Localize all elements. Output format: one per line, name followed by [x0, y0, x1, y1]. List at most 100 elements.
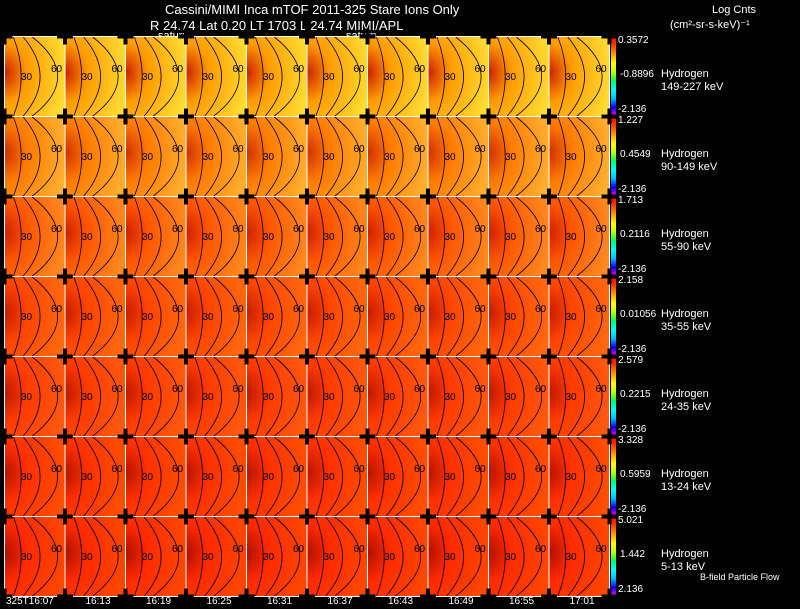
cross-marker: [178, 274, 194, 279]
color-bar: [611, 357, 616, 436]
contour-label: 30: [445, 472, 457, 483]
contour-line: [516, 196, 542, 277]
contour-line: [516, 276, 542, 357]
contour-line: [32, 516, 58, 597]
species-label: Hydrogen: [661, 548, 709, 560]
contour-line: [576, 196, 603, 277]
contour-line: [567, 516, 585, 597]
heatmap-cell: [428, 197, 488, 276]
contour-label: 60: [112, 304, 124, 315]
contour-label: 30: [263, 392, 275, 403]
contour-label: 60: [596, 224, 608, 235]
contour-label: 30: [263, 312, 275, 323]
contour-label: 30: [82, 472, 94, 483]
cross-marker: [420, 594, 436, 599]
heatmap-cell: [428, 517, 488, 596]
colorbar-max: 1.227: [618, 115, 644, 126]
contour-line: [446, 276, 464, 357]
contour-label: 90: [614, 47, 626, 58]
contour-label: 30: [203, 232, 215, 243]
cross-marker: [0, 514, 13, 519]
contour-label: 30: [566, 392, 578, 403]
heatmap-cell: [247, 277, 307, 356]
colorbar-min: -2.136: [618, 504, 647, 515]
contour-line: [325, 196, 343, 277]
heatmap-cell: [126, 437, 186, 516]
colorbar-max: 0.3572: [618, 35, 649, 46]
cross-marker: [480, 114, 497, 119]
row-label: Hydrogen 24-35 keV: [661, 388, 711, 414]
contour-line: [325, 276, 343, 357]
contour-line: [83, 196, 101, 277]
contour-line: [255, 116, 264, 197]
heatmap-cell: [126, 37, 186, 116]
cross-marker: [359, 594, 376, 599]
contour-label: 60: [172, 384, 184, 395]
cross-marker: [57, 194, 73, 199]
cross-marker: [420, 354, 436, 359]
colorbar-min: -2.136: [618, 104, 647, 115]
heatmap-cell: [65, 37, 125, 116]
contour-label: 30: [82, 552, 94, 563]
contour-line: [134, 276, 143, 357]
contour-line: [153, 196, 179, 277]
time-tick-label: 325T16:07: [6, 596, 54, 607]
colorbar-max: 1.713: [618, 195, 644, 206]
color-bar: [611, 197, 616, 276]
contour-label: 30: [445, 392, 457, 403]
contour-line: [315, 356, 325, 437]
contour-line: [153, 116, 179, 197]
contour-line: [506, 276, 525, 357]
contour-line: [274, 36, 300, 117]
contour-label: 60: [475, 384, 487, 395]
color-bar: [611, 37, 616, 116]
contour-line: [385, 516, 404, 597]
cross-marker: [541, 514, 557, 519]
contour-line: [73, 436, 83, 517]
cross-marker: [541, 194, 557, 199]
contour-line: [204, 36, 222, 117]
cross-marker: [117, 594, 134, 599]
contour-line: [497, 116, 506, 197]
contour-line: [13, 516, 22, 597]
energy-label: 90-149 keV: [661, 161, 718, 173]
cross-marker: [299, 114, 315, 119]
contour-label: 60: [475, 544, 487, 555]
heatmap-cell: [186, 37, 246, 116]
contour-line: [455, 436, 482, 517]
cross-marker: [420, 194, 436, 199]
contour-line: [194, 436, 204, 517]
heatmap-cell: [126, 517, 186, 596]
contour-line: [264, 356, 283, 437]
heatmap-cell: [428, 117, 488, 196]
contour-line: [255, 196, 264, 277]
contour-line: [455, 276, 482, 357]
cross-marker: [420, 114, 436, 119]
heatmap-cell: [368, 37, 428, 116]
contour-label: 60: [596, 144, 608, 155]
cross-marker: [238, 194, 255, 199]
contour-line: [264, 196, 283, 277]
contour-line: [264, 276, 283, 357]
cross-marker: [359, 434, 376, 439]
cross-marker: [601, 34, 618, 39]
cross-marker: [117, 114, 134, 119]
cross-marker: [238, 514, 255, 519]
contour-line: [83, 436, 101, 517]
cross-marker: [541, 274, 557, 279]
contour-line: [92, 116, 119, 197]
footer-note: B-field Particle Flow: [700, 572, 780, 582]
contour-line: [446, 516, 464, 597]
contour-line: [334, 436, 361, 517]
contour-line: [557, 436, 567, 517]
contour-line: [376, 436, 385, 517]
contour-label: 60: [414, 464, 426, 475]
contour-line: [213, 196, 240, 277]
cross-marker: [359, 194, 376, 199]
contour-line: [395, 356, 421, 437]
contour-line: [506, 516, 525, 597]
contour-line: [516, 36, 542, 117]
contour-line: [153, 356, 179, 437]
time-tick-label: 16:19: [146, 596, 172, 607]
cross-marker: [238, 274, 255, 279]
